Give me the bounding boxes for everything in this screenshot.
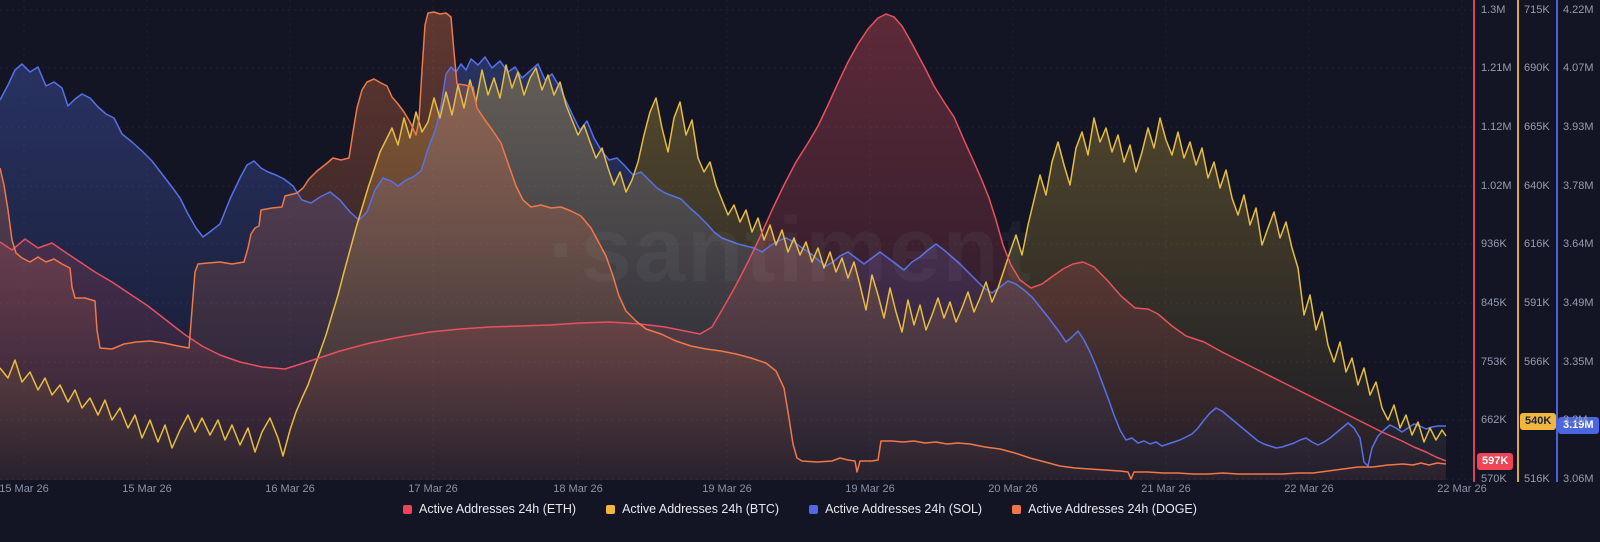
legend-item-sol[interactable]: Active Addresses 24h (SOL) [809, 502, 982, 516]
eth-last-value-badge: 597K [1477, 453, 1514, 470]
eth-axis-tick-label: 1.12M [1481, 121, 1512, 133]
btc-last-value-badge: 540K [1520, 413, 1557, 430]
eth-axis-tick-label: 753K [1481, 356, 1507, 368]
legend-label-sol: Active Addresses 24h (SOL) [825, 502, 983, 516]
x-axis-date-label: 15 Mar 26 [122, 483, 172, 495]
sol-axis-tick-label: 3.64M [1563, 238, 1594, 250]
btc-axis-tick-label: 640K [1524, 180, 1550, 192]
eth-axis-tick-label: 570K [1481, 473, 1507, 485]
sol-axis-tick-label: 4.07M [1563, 62, 1594, 74]
btc-axis-tick-label: 690K [1524, 62, 1550, 74]
active-addresses-24h-doge--line[interactable] [0, 11, 1447, 480]
x-axis-date-label: 22 Mar 26 [1437, 483, 1487, 495]
sol-axis-tick-label: 3.49M [1563, 297, 1594, 309]
legend-label-doge: Active Addresses 24h (DOGE) [1028, 502, 1197, 516]
sol-axis-tick-label: 3.93M [1563, 121, 1594, 133]
sol-axis-tick-label: 3.06M [1563, 473, 1594, 485]
eth-axis-tick-label: 936K [1481, 238, 1507, 250]
eth-axis-tick-label: 1.3M [1481, 4, 1506, 16]
sol-axis-tick-label: 3.2M [1563, 414, 1588, 426]
x-axis-date-label: 18 Mar 26 [553, 483, 603, 495]
eth-axis-tick-label: 1.21M [1481, 62, 1512, 74]
btc-axis-tick-label: 591K [1524, 297, 1550, 309]
x-axis-date-label: 21 Mar 26 [1141, 483, 1191, 495]
legend-label-btc: Active Addresses 24h (BTC) [622, 502, 780, 516]
eth-swatch-icon [403, 504, 413, 514]
x-axis-date-label: 15 Mar 26 [0, 483, 49, 495]
active-addresses-24h-sol--line[interactable] [0, 56, 1446, 467]
sol-last-value-badge: 3.19M [1558, 417, 1599, 434]
eth-axis-tick-label: 1.02M [1481, 180, 1512, 192]
legend: Active Addresses 24h (ETH) Active Addres… [0, 502, 1600, 516]
btc-axis-tick-label: 566K [1524, 356, 1550, 368]
sol-axis-tick-label: 3.78M [1563, 180, 1594, 192]
active-addresses-24h-btc--line[interactable] [0, 64, 1447, 457]
x-axis-date-label: 16 Mar 26 [265, 483, 315, 495]
legend-item-btc[interactable]: Active Addresses 24h (BTC) [606, 502, 779, 516]
btc-swatch-icon [606, 504, 616, 514]
legend-item-doge[interactable]: Active Addresses 24h (DOGE) [1012, 502, 1197, 516]
x-axis-date-label: 17 Mar 26 [408, 483, 458, 495]
sol-axis-tick-label: 4.22M [1563, 4, 1594, 16]
legend-item-eth[interactable]: Active Addresses 24h (ETH) [403, 502, 576, 516]
x-axis-date-label: 19 Mar 26 [845, 483, 895, 495]
doge-swatch-icon [1012, 504, 1022, 514]
eth-axis-tick-label: 662K [1481, 414, 1507, 426]
active-addresses-24h-eth--line[interactable] [0, 13, 1447, 462]
btc-axis-tick-label: 665K [1524, 121, 1550, 133]
sol-swatch-icon [809, 504, 819, 514]
btc-axis-tick-label: 616K [1524, 238, 1550, 250]
x-axis-date-label: 20 Mar 26 [988, 483, 1038, 495]
x-axis-date-label: 19 Mar 26 [702, 483, 752, 495]
btc-axis-tick-label: 516K [1524, 473, 1550, 485]
sol-axis-tick-label: 3.35M [1563, 356, 1594, 368]
legend-label-eth: Active Addresses 24h (ETH) [419, 502, 577, 516]
btc-axis-tick-label: 715K [1524, 4, 1550, 16]
active-addresses-24h-doge--area [0, 12, 1446, 480]
x-axis-date-label: 22 Mar 26 [1284, 483, 1334, 495]
eth-axis-tick-label: 845K [1481, 297, 1507, 309]
